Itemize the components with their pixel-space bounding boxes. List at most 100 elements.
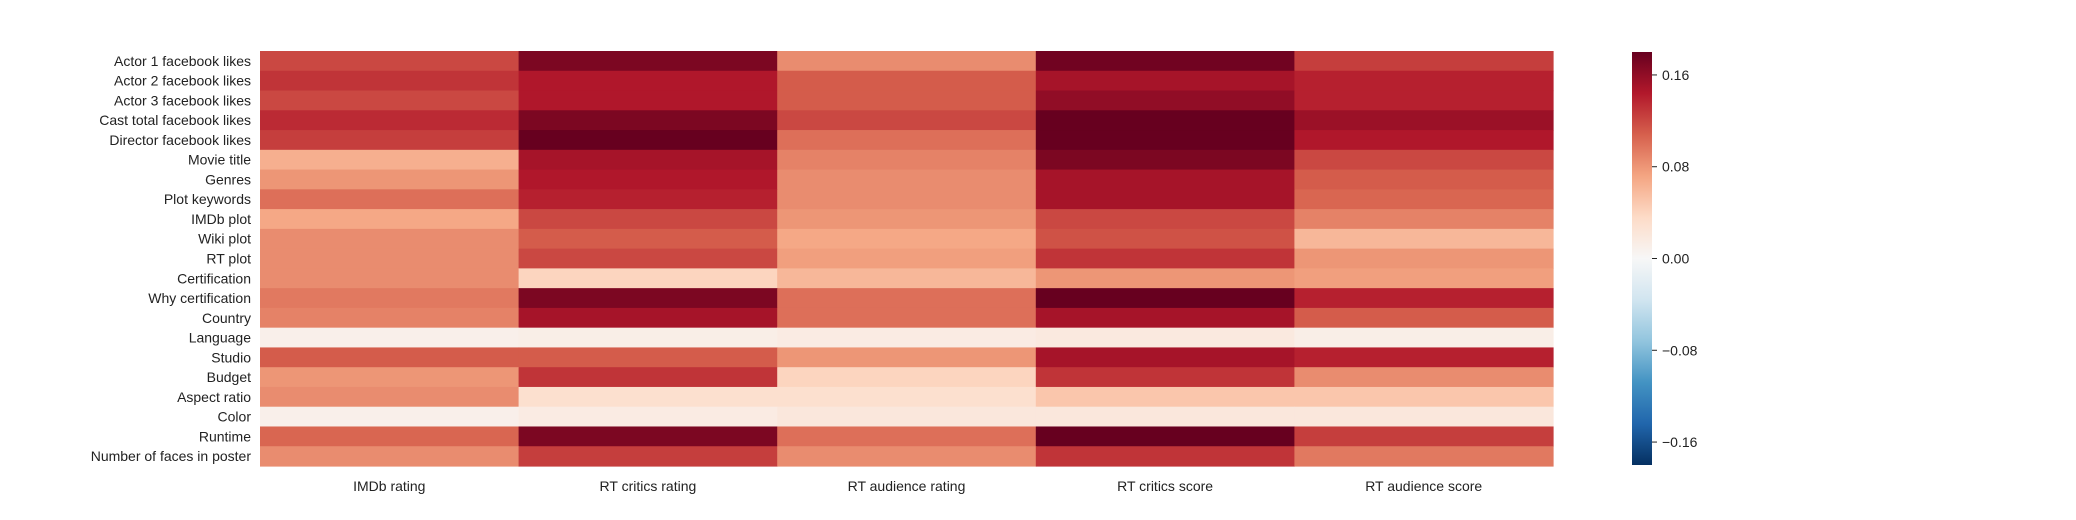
heatmap-cell bbox=[1294, 70, 1554, 92]
heatmap-cell bbox=[518, 90, 778, 111]
colorbar-tick-label: −0.08 bbox=[1662, 342, 1698, 358]
heatmap-cell bbox=[1294, 268, 1554, 289]
heatmap-cell bbox=[260, 288, 520, 309]
heatmap-cell bbox=[518, 209, 778, 230]
heatmap-cell bbox=[1035, 426, 1295, 447]
heatmap-cell bbox=[260, 209, 520, 230]
heatmap-cell bbox=[260, 327, 520, 349]
row-label: Director facebook likes bbox=[109, 132, 251, 148]
heatmap-cell bbox=[260, 169, 520, 190]
heatmap-cell bbox=[1035, 130, 1295, 151]
heatmap-cell bbox=[260, 386, 520, 408]
row-label: Cast total facebook likes bbox=[99, 112, 251, 128]
heatmap-cell bbox=[518, 70, 778, 92]
heatmap-cell bbox=[777, 209, 1037, 230]
heatmap-cell bbox=[518, 386, 778, 408]
row-label: Certification bbox=[177, 270, 251, 286]
row-label: RT plot bbox=[206, 251, 251, 267]
heatmap-cell bbox=[1035, 70, 1295, 92]
row-label: Number of faces in poster bbox=[91, 448, 252, 464]
heatmap-cell bbox=[1294, 209, 1554, 230]
heatmap-cell bbox=[777, 406, 1037, 428]
column-label: RT audience rating bbox=[848, 478, 966, 494]
heatmap-cell bbox=[777, 169, 1037, 190]
heatmap-cell bbox=[518, 228, 778, 250]
heatmap-cell bbox=[777, 51, 1037, 72]
heatmap-cell bbox=[1035, 327, 1295, 349]
heatmap-cell bbox=[518, 347, 778, 368]
heatmap-cell bbox=[518, 307, 778, 329]
heatmap-cell bbox=[777, 347, 1037, 368]
heatmap-cell bbox=[777, 90, 1037, 111]
heatmap-cell bbox=[777, 248, 1037, 269]
column-label: RT critics score bbox=[1117, 478, 1213, 494]
heatmap-cell bbox=[1294, 110, 1554, 131]
heatmap-cell bbox=[1035, 149, 1295, 171]
heatmap-cell bbox=[260, 228, 520, 250]
heatmap-cell bbox=[777, 426, 1037, 447]
heatmap-cell bbox=[1035, 406, 1295, 428]
heatmap-cell bbox=[1294, 347, 1554, 368]
heatmap-cell bbox=[777, 288, 1037, 309]
heatmap-cell bbox=[1035, 209, 1295, 230]
heatmap-cell bbox=[260, 307, 520, 329]
row-label: Language bbox=[189, 330, 252, 346]
row-label: Wiki plot bbox=[198, 231, 251, 247]
heatmap-cell bbox=[1035, 307, 1295, 329]
heatmap-cell bbox=[1294, 426, 1554, 447]
row-label: Country bbox=[202, 310, 251, 326]
row-label: Genres bbox=[205, 171, 251, 187]
heatmap-cell bbox=[518, 130, 778, 151]
heatmap-cell bbox=[1035, 169, 1295, 190]
heatmap-cell bbox=[518, 446, 778, 467]
heatmap-cell bbox=[1294, 327, 1554, 349]
heatmap-cell bbox=[1294, 288, 1554, 309]
heatmap-cell bbox=[1294, 386, 1554, 408]
heatmap-cell bbox=[260, 90, 520, 111]
heatmap-cell bbox=[1035, 248, 1295, 269]
row-label: Why certification bbox=[148, 290, 251, 306]
heatmap-cell bbox=[260, 70, 520, 92]
heatmap-cell bbox=[260, 446, 520, 467]
heatmap-cell bbox=[260, 130, 520, 151]
heatmap-cell bbox=[1294, 169, 1554, 190]
colorbar-tick-label: 0.08 bbox=[1662, 159, 1689, 175]
heatmap-cell bbox=[518, 51, 778, 72]
row-label: Actor 3 facebook likes bbox=[114, 92, 251, 108]
row-label: Studio bbox=[211, 349, 251, 365]
heatmap-cell bbox=[777, 446, 1037, 467]
heatmap-cell bbox=[777, 130, 1037, 151]
colorbar-gradient bbox=[1632, 52, 1652, 465]
row-label: Runtime bbox=[199, 428, 251, 444]
row-label: Movie title bbox=[188, 152, 251, 168]
heatmap-cell bbox=[260, 268, 520, 289]
heatmap-cell bbox=[518, 268, 778, 289]
heatmap-cell bbox=[260, 189, 520, 210]
heatmap-cell bbox=[1035, 110, 1295, 131]
heatmap-cell bbox=[777, 367, 1037, 388]
heatmap-cell bbox=[1294, 406, 1554, 428]
heatmap-cell bbox=[1035, 446, 1295, 467]
heatmap-cell bbox=[260, 367, 520, 388]
heatmap-cell bbox=[1294, 149, 1554, 171]
heatmap-cell bbox=[1294, 367, 1554, 388]
heatmap-cell bbox=[1035, 51, 1295, 72]
row-label: IMDb plot bbox=[191, 211, 251, 227]
heatmap-cell bbox=[518, 248, 778, 269]
row-label: Plot keywords bbox=[164, 191, 251, 207]
column-label: IMDb rating bbox=[353, 478, 425, 494]
heatmap-cell bbox=[1035, 90, 1295, 111]
heatmap-cell bbox=[777, 110, 1037, 131]
heatmap-cell bbox=[1294, 90, 1554, 111]
heatmap-cell bbox=[777, 189, 1037, 210]
heatmap-cell bbox=[777, 268, 1037, 289]
row-label: Color bbox=[218, 409, 252, 425]
column-label: RT audience score bbox=[1365, 478, 1482, 494]
heatmap-cell bbox=[518, 110, 778, 131]
row-label: Aspect ratio bbox=[177, 389, 251, 405]
row-label: Actor 1 facebook likes bbox=[114, 53, 251, 69]
heatmap-cell bbox=[777, 70, 1037, 92]
heatmap-cell bbox=[518, 149, 778, 171]
